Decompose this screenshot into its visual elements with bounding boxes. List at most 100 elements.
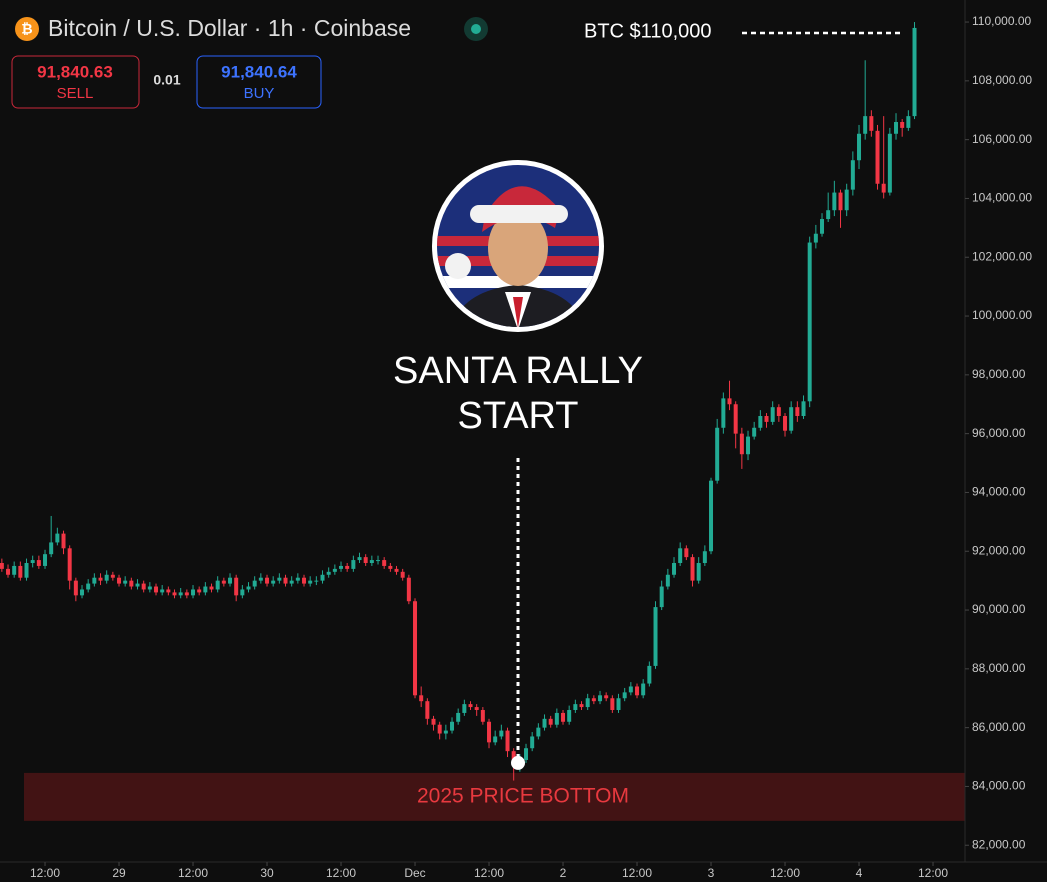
candle-body bbox=[320, 574, 325, 581]
candle-body bbox=[801, 401, 806, 417]
candle-body bbox=[277, 577, 282, 581]
candle-body bbox=[80, 589, 85, 596]
candle-body bbox=[326, 571, 331, 575]
y-tick-label: 96,000.00 bbox=[972, 426, 1026, 440]
candle-body bbox=[462, 704, 467, 713]
candle-body bbox=[807, 242, 812, 402]
candle-body bbox=[628, 686, 633, 693]
y-tick-label: 84,000.00 bbox=[972, 779, 1026, 793]
x-tick-label: 12:00 bbox=[622, 866, 652, 880]
y-tick-label: 104,000.00 bbox=[972, 191, 1032, 205]
candle-body bbox=[240, 589, 245, 596]
candle-body bbox=[844, 189, 849, 211]
candle-body bbox=[154, 586, 159, 593]
candle-body bbox=[598, 695, 603, 702]
candle-body bbox=[474, 707, 479, 711]
candle-body bbox=[912, 27, 917, 117]
y-tick-label: 94,000.00 bbox=[972, 485, 1026, 499]
candle-body bbox=[752, 427, 757, 437]
candle-body bbox=[24, 563, 29, 578]
portrait bbox=[432, 160, 604, 332]
candle-body bbox=[363, 557, 368, 564]
candle-body bbox=[542, 718, 547, 728]
candle-body bbox=[838, 192, 843, 211]
candle-body bbox=[900, 122, 905, 128]
candle-body bbox=[86, 583, 91, 590]
candle-body bbox=[135, 583, 140, 587]
candle-body bbox=[413, 601, 418, 696]
candle-body bbox=[295, 577, 300, 581]
sell-button[interactable] bbox=[11, 55, 140, 109]
candle-body bbox=[561, 712, 566, 722]
candle-body bbox=[382, 560, 387, 566]
candle-body bbox=[43, 554, 48, 566]
candle-body bbox=[308, 580, 313, 584]
candle-body bbox=[567, 710, 572, 722]
candle-body bbox=[659, 586, 664, 608]
buy-price: 91,840.64 bbox=[221, 62, 297, 81]
x-tick-label: 12:00 bbox=[474, 866, 504, 880]
candle-body bbox=[67, 548, 72, 581]
candle-body bbox=[850, 160, 855, 190]
candle-body bbox=[98, 577, 103, 581]
x-tick-label: 12:00 bbox=[326, 866, 356, 880]
candle-body bbox=[314, 580, 319, 582]
candle-body bbox=[345, 565, 350, 569]
candle-body bbox=[172, 592, 177, 596]
candle-body bbox=[487, 721, 492, 743]
candle-body bbox=[357, 557, 362, 561]
candle-body bbox=[622, 692, 627, 699]
candle-body bbox=[55, 533, 60, 543]
candle-body bbox=[795, 407, 800, 417]
candle-body bbox=[524, 748, 529, 760]
candle-body bbox=[203, 586, 208, 593]
candle-body bbox=[246, 586, 251, 590]
candle-body bbox=[49, 542, 54, 555]
candle-body bbox=[548, 718, 553, 725]
candle-body bbox=[653, 607, 658, 666]
candle-body bbox=[869, 116, 874, 131]
candle-body bbox=[184, 592, 189, 596]
candle-body bbox=[789, 407, 794, 431]
candle-body bbox=[499, 730, 504, 737]
y-tick-label: 108,000.00 bbox=[972, 73, 1032, 87]
sell-label: SELL bbox=[57, 85, 94, 102]
candle-body bbox=[388, 565, 393, 569]
candle-body bbox=[129, 580, 134, 587]
x-tick-label: 12:00 bbox=[770, 866, 800, 880]
candle-body bbox=[641, 683, 646, 696]
candle-body bbox=[419, 695, 424, 702]
zone-label: 2025 PRICE BOTTOM bbox=[417, 784, 629, 807]
candle-body bbox=[665, 574, 670, 587]
buy-button[interactable] bbox=[196, 55, 322, 109]
candle-body bbox=[197, 589, 202, 593]
y-tick-label: 100,000.00 bbox=[972, 308, 1032, 322]
y-tick-label: 102,000.00 bbox=[972, 249, 1032, 263]
candle-body bbox=[450, 721, 455, 731]
callout-text: START bbox=[457, 395, 578, 437]
candle-body bbox=[141, 583, 146, 590]
candle-body bbox=[826, 210, 831, 220]
candle-body bbox=[400, 571, 405, 578]
x-tick-label: 12:00 bbox=[30, 866, 60, 880]
candle-body bbox=[709, 480, 714, 552]
candle-body bbox=[12, 565, 17, 575]
candle-body bbox=[468, 704, 473, 708]
candle-body bbox=[480, 710, 485, 722]
y-tick-label: 82,000.00 bbox=[972, 837, 1026, 851]
candle-body bbox=[536, 727, 541, 737]
candle-body bbox=[104, 574, 109, 581]
candle-body bbox=[591, 698, 596, 702]
candle-body bbox=[332, 568, 337, 572]
x-tick-label: 12:00 bbox=[178, 866, 208, 880]
candle-body bbox=[283, 577, 288, 584]
y-tick-label: 110,000.00 bbox=[972, 14, 1031, 28]
candle-body bbox=[715, 427, 720, 481]
candle-body bbox=[252, 580, 257, 587]
candle-body bbox=[783, 416, 788, 431]
bottom-marker bbox=[511, 755, 525, 770]
candle-body bbox=[672, 563, 677, 575]
candle-body bbox=[406, 577, 411, 602]
candle-body bbox=[813, 233, 818, 243]
candle-body bbox=[228, 577, 233, 584]
